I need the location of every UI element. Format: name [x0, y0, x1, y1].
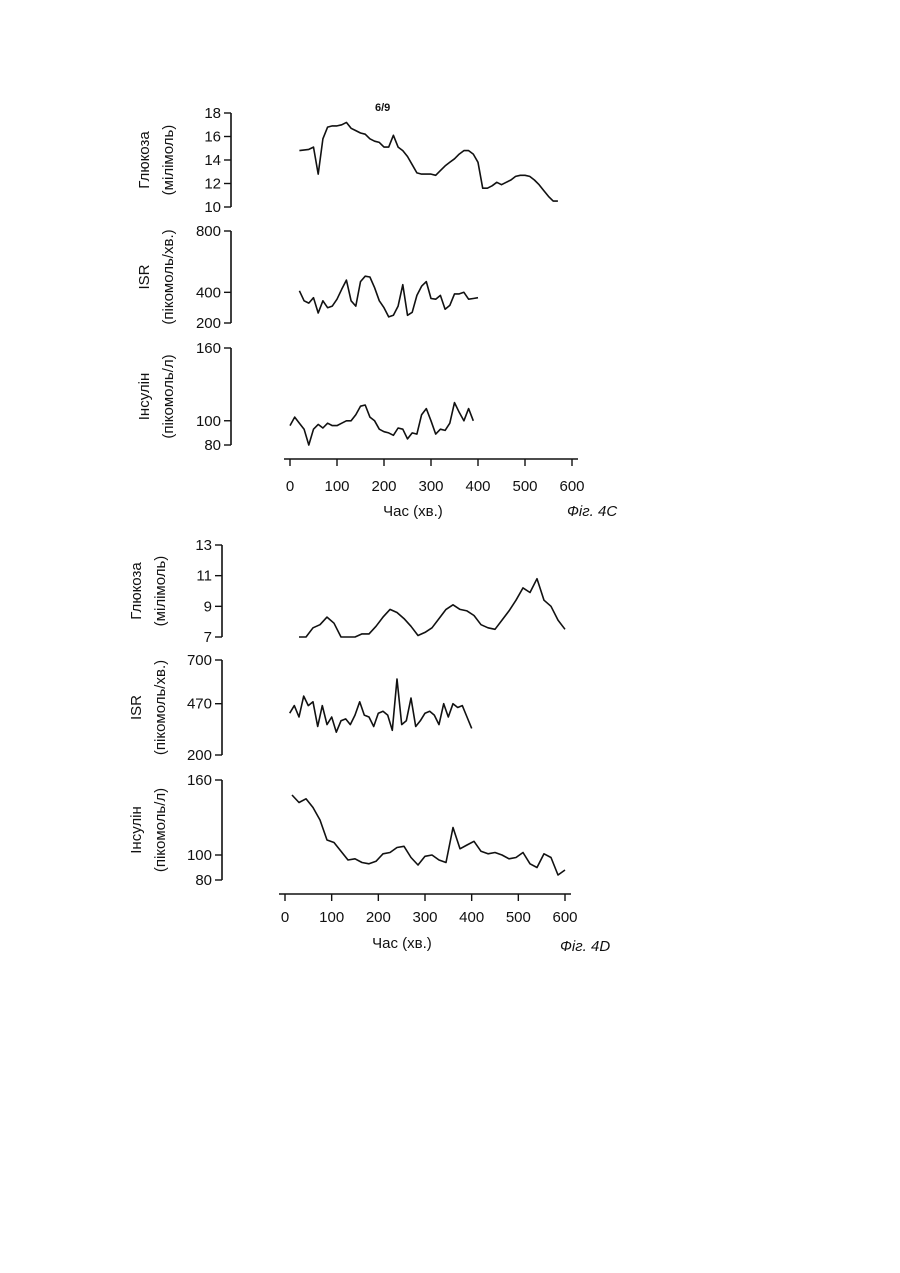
- fig-4c-x-tick-label: 200: [371, 478, 396, 495]
- fig-4c-glucose-y-label: Глюкоза: [136, 131, 153, 189]
- fig-4d-insulin-panel: 80 100 160 Інсулін (пікомоль/л): [128, 772, 565, 889]
- fig-4d-x-tick-label: 0: [281, 909, 289, 926]
- fig-4c-glucose-y-tick-label: 12: [204, 176, 221, 193]
- fig-4d-insulin-y-label: Інсулін: [128, 806, 145, 854]
- fig-4c-glucose-y-tick-label: 14: [204, 152, 221, 169]
- fig-4c-x-tick-label: 600: [559, 478, 584, 495]
- fig-4c-insulin-y-label: Інсулін: [136, 373, 153, 421]
- fig-4c-x-tick-label: 400: [465, 478, 490, 495]
- fig-4d-insulin-y-tick-label: 80: [195, 872, 212, 889]
- fig-4c-insulin-y-tick-label: 100: [196, 413, 221, 430]
- fig-4c-isr-y-label: ISR: [136, 264, 153, 289]
- fig-4c-isr-y-tick-label: 800: [196, 223, 221, 240]
- fig-4c-glucose-y-tick-label: 18: [204, 105, 221, 122]
- fig-4c-isr-series-line: [299, 276, 478, 317]
- fig-4d-isr-y-tick-label: 200: [187, 747, 212, 764]
- figure-4c: 1012141618Глюкоза(мілімоль)200400800ISR(…: [136, 105, 617, 520]
- fig-4d-insulin-y-tick-label: 100: [187, 847, 212, 864]
- fig-4d-glucose-y-tick-label: 9: [204, 598, 212, 615]
- fig-4d-x-tick-label: 200: [366, 909, 391, 926]
- fig-4c-x-tick-label: 100: [324, 478, 349, 495]
- fig-4d-isr-y-tick-label: 700: [187, 652, 212, 669]
- fig-4c-isr-panel: 200 400 800 ISR (пікомоль/хв.): [136, 223, 478, 332]
- fig-4d-isr-y-tick-label: 470: [187, 696, 212, 713]
- fig-4d-glucose-y-tick-label: 13: [195, 537, 212, 554]
- fig-4d-glucose-series-line: [299, 579, 565, 637]
- figure-4d: 7 9 11 13 Глюкоза (мілімоль) 200 470 700 ISR (піко…: [128, 537, 610, 955]
- fig-4d-isr-y-label: ISR: [128, 695, 145, 720]
- fig-4d-isr-series-line: [290, 679, 472, 732]
- fig-4c-insulin-y-label: (пікомоль/л): [160, 354, 177, 438]
- page-number: 6/9: [375, 102, 390, 114]
- fig-4d-x-tick-label: 500: [506, 909, 531, 926]
- fig-4c-isr-y-tick-label: 400: [196, 284, 221, 301]
- fig-4c-isr-y-label: (пікомоль/хв.): [160, 229, 177, 324]
- fig-4d-insulin-y-label: (пікомоль/л): [152, 788, 169, 872]
- fig-4c-figure-label: Фіг. 4С: [567, 503, 617, 520]
- fig-4d-x-axis-title: Час (хв.): [372, 935, 432, 952]
- fig-4d-glucose-y-label: (мілімоль): [152, 556, 169, 627]
- fig-4c-insulin-series-line: [290, 403, 473, 445]
- fig-4c-isr-y-tick-label: 200: [196, 315, 221, 332]
- fig-4c-glucose-y-tick-label: 16: [204, 129, 221, 146]
- fig-4d-isr-panel: 200 470 700 ISR (пікомоль/хв.): [128, 652, 472, 764]
- fig-4d-glucose-y-tick-label: 11: [196, 568, 212, 585]
- fig-4c-x-tick-label: 300: [418, 478, 443, 495]
- fig-4c-glucose-y-tick-label: 10: [204, 199, 221, 216]
- fig-4d-glucose-y-label: Глюкоза: [128, 562, 145, 620]
- fig-4c-insulin-y-tick-label: 80: [204, 437, 221, 454]
- fig-4d-insulin-y-tick-label: 160: [187, 772, 212, 789]
- fig-4c-x-tick-label: 500: [512, 478, 537, 495]
- fig-4d-isr-y-label: (пікомоль/хв.): [152, 660, 169, 755]
- fig-4c-insulin-y-tick-label: 160: [196, 340, 221, 357]
- fig-4d-figure-label: Фіг. 4D: [560, 938, 610, 955]
- fig-4d-x-tick-label: 100: [319, 909, 344, 926]
- fig-4d-glucose-y-tick-label: 7: [204, 629, 212, 646]
- fig-4d-glucose-panel: 7 9 11 13 Глюкоза (мілімоль): [128, 537, 565, 646]
- fig-4c-glucose-y-label: (мілімоль): [160, 125, 177, 196]
- fig-4d-x-tick-label: 600: [552, 909, 577, 926]
- fig-4d-x-tick-label: 400: [459, 909, 484, 926]
- fig-4c-insulin-panel: 80 100 160 Інсулін (пікомоль/л): [136, 340, 473, 454]
- fig-4d-x-tick-label: 300: [412, 909, 437, 926]
- fig-4c-x-tick-label: 0: [286, 478, 294, 495]
- fig-4c-glucose-series-line: [299, 122, 558, 201]
- fig-4c-x-axis-title: Час (хв.): [383, 503, 443, 520]
- fig-4c-glucose-panel: 10 12 14 16 18 Глюкоза (мілімоль): [136, 105, 558, 216]
- fig-4d-insulin-series-line: [292, 795, 565, 875]
